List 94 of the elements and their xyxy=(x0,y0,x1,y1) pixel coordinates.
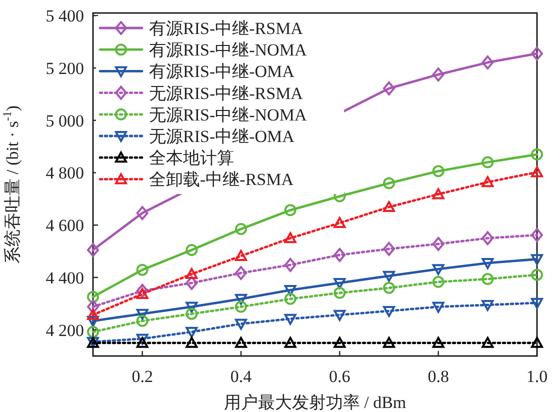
point xyxy=(531,298,543,309)
point xyxy=(284,292,296,305)
point xyxy=(383,201,395,212)
point xyxy=(87,316,99,327)
point xyxy=(432,236,444,251)
point xyxy=(383,336,395,348)
y-tick-label: 5 200 xyxy=(46,58,84,78)
point xyxy=(482,258,494,270)
point xyxy=(186,336,198,348)
x-tick-label: 0.2 xyxy=(132,367,153,386)
point xyxy=(284,204,296,216)
point xyxy=(136,206,148,220)
point xyxy=(186,308,198,320)
point xyxy=(235,294,247,305)
point xyxy=(136,284,148,298)
legend-label: 有源RIS-中继-NOMA xyxy=(149,40,308,60)
point xyxy=(531,46,543,61)
point xyxy=(235,223,247,236)
point xyxy=(136,334,148,345)
point xyxy=(531,268,543,281)
x-tick-label: 0.4 xyxy=(230,367,252,386)
point xyxy=(334,278,346,289)
point xyxy=(432,264,444,276)
point xyxy=(482,156,494,168)
point xyxy=(482,231,494,246)
point xyxy=(432,165,444,178)
point xyxy=(531,228,543,242)
point xyxy=(383,177,395,190)
point xyxy=(186,268,198,280)
point xyxy=(235,266,247,280)
point xyxy=(284,336,296,348)
x-tick-label: 0.6 xyxy=(329,367,350,386)
legend-label: 全卸载-中继-RSMA xyxy=(149,170,294,190)
point xyxy=(136,264,148,276)
x-tick-label: 1.0 xyxy=(526,367,548,386)
point xyxy=(482,273,494,286)
point xyxy=(87,242,99,257)
point xyxy=(334,336,346,348)
point xyxy=(334,248,346,262)
point xyxy=(432,276,444,288)
point xyxy=(87,300,99,314)
legend-label: 无源RIS-中继-RSMA xyxy=(149,84,304,103)
y-tick-label: 4 800 xyxy=(46,164,84,183)
point xyxy=(235,318,247,330)
x-tick-label: 0.8 xyxy=(428,367,449,386)
y-tick-label: 4 600 xyxy=(46,216,84,236)
y-tick-label: 4 200 xyxy=(46,320,84,340)
point xyxy=(284,285,296,296)
point xyxy=(136,336,148,348)
point xyxy=(186,302,198,313)
point xyxy=(531,336,543,348)
point xyxy=(383,282,395,294)
legend-label: 有源RIS-中继-RSMA xyxy=(149,19,304,38)
point xyxy=(235,300,247,313)
point xyxy=(87,290,99,303)
point xyxy=(334,216,346,228)
point xyxy=(432,302,444,313)
point xyxy=(284,258,296,272)
legend-label: 无源RIS-中继-OMA xyxy=(149,127,296,146)
point xyxy=(531,148,543,160)
y-tick-label: 5 000 xyxy=(46,111,84,130)
point xyxy=(482,55,494,70)
point xyxy=(235,336,247,348)
point xyxy=(87,326,99,338)
point xyxy=(284,314,296,325)
point xyxy=(334,286,346,299)
point xyxy=(482,176,494,188)
point xyxy=(186,276,198,290)
point xyxy=(432,188,444,200)
point xyxy=(383,270,395,282)
point xyxy=(432,68,444,82)
legend-label: 有源RIS-中继-OMA xyxy=(149,62,296,82)
y-tick-label: 4 400 xyxy=(46,268,84,288)
point xyxy=(482,336,494,348)
point xyxy=(383,81,395,96)
point xyxy=(136,288,148,299)
point xyxy=(87,308,99,320)
y-tick-label: 5 400 xyxy=(46,6,84,26)
point xyxy=(383,242,395,256)
point xyxy=(432,336,444,348)
point xyxy=(186,326,198,338)
point xyxy=(186,244,198,256)
point xyxy=(531,166,543,178)
point xyxy=(284,232,296,244)
point xyxy=(482,300,494,311)
point xyxy=(334,310,346,321)
point xyxy=(136,308,148,320)
legend-label: 无源RIS-中继-NOMA xyxy=(149,105,308,124)
point xyxy=(531,254,543,266)
x-axis-title: 用户最大发射功率 / dBm xyxy=(224,393,406,412)
legend-label: 全本地计算 xyxy=(149,148,234,168)
point xyxy=(383,306,395,317)
point xyxy=(235,250,247,261)
point xyxy=(136,314,148,327)
